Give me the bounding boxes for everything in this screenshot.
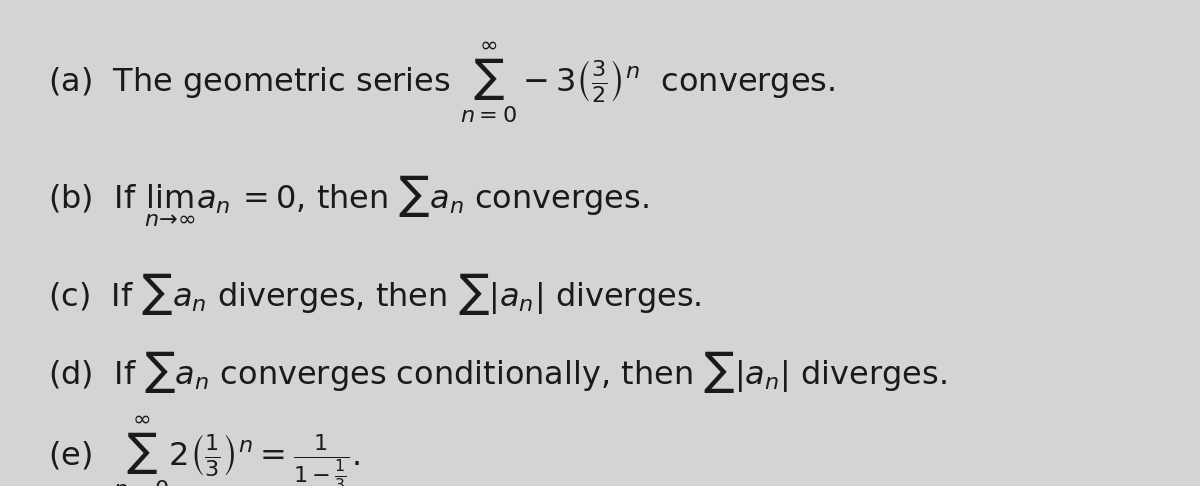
Text: (d)  If $\sum a_n$ converges conditionally, then $\sum |a_n|$ diverges.: (d) If $\sum a_n$ converges conditionall… [48,349,947,395]
Text: (e)  $\sum_{n=0}^{\infty} 2\left(\frac{1}{3}\right)^{n} = \frac{1}{1 - \frac{1}{: (e) $\sum_{n=0}^{\infty} 2\left(\frac{1}… [48,414,360,486]
Text: (b)  If $\lim_{n\to\infty} a_n = 0$, then $\sum a_n$ converges.: (b) If $\lim_{n\to\infty} a_n = 0$, then… [48,174,649,229]
Text: (c)  If $\sum a_n$ diverges, then $\sum |a_n|$ diverges.: (c) If $\sum a_n$ diverges, then $\sum |… [48,271,701,317]
Text: (a)  The geometric series $\sum_{n=0}^{\infty} -3\left(\frac{3}{2}\right)^{n}$  : (a) The geometric series $\sum_{n=0}^{\i… [48,40,835,125]
